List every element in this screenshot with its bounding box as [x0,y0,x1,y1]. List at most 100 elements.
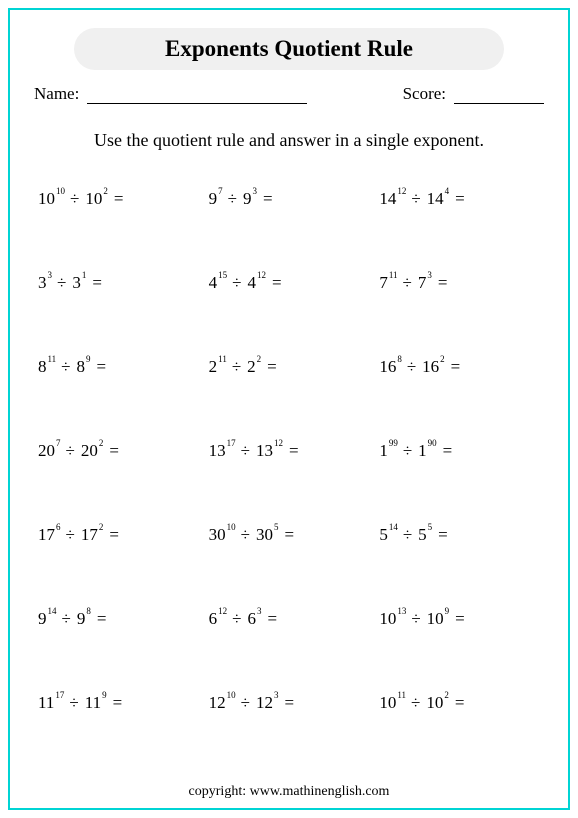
base-1: 6 [209,609,218,628]
equals-symbol: = [443,441,453,461]
base-1: 3 [38,273,47,292]
problems-grid: 1010÷102=97÷93=1412÷144=33÷31=415÷412=71… [34,189,544,713]
term-1: 1412 [379,189,405,209]
term-1: 914 [38,609,56,629]
exponent-2: 9 [86,354,91,364]
base-1: 10 [379,609,396,628]
equals-symbol: = [109,525,119,545]
base-2: 11 [85,693,101,712]
equals-symbol: = [267,357,277,377]
equals-symbol: = [109,441,119,461]
divide-symbol: ÷ [66,441,75,461]
base-2: 7 [418,273,427,292]
equals-symbol: = [285,693,295,713]
equals-symbol: = [97,357,107,377]
exponent-2: 12 [257,270,266,280]
equals-symbol: = [97,609,107,629]
problem: 514÷55= [379,525,540,545]
copyright-text: copyright: www.mathinenglish.com [10,784,568,800]
exponent-1: 13 [397,606,406,616]
exponent-1: 7 [56,438,61,448]
base-2: 10 [85,189,102,208]
exponent-2: 2 [257,354,262,364]
term-2: 89 [77,357,90,377]
exponent-1: 10 [56,186,65,196]
base-1: 5 [379,525,388,544]
exponent-2: 3 [253,186,258,196]
problem: 176÷172= [38,525,199,545]
exponent-2: 2 [99,438,104,448]
problem: 211÷22= [209,357,370,377]
term-1: 176 [38,525,60,545]
term-2: 31 [72,273,85,293]
term-1: 1210 [209,693,235,713]
equals-symbol: = [455,189,465,209]
exponent-2: 2 [103,186,108,196]
divide-symbol: ÷ [62,609,71,629]
exponent-2: 5 [274,522,279,532]
term-2: 190 [418,441,436,461]
divide-symbol: ÷ [403,441,412,461]
base-2: 6 [248,609,257,628]
problem: 97÷93= [209,189,370,209]
base-2: 17 [81,525,98,544]
exponent-2: 9 [445,606,450,616]
problem: 207 ÷ 20 2 = [38,441,199,461]
term-2: 172 [81,525,103,545]
score-label: Score: [403,84,446,104]
exponent-2: 8 [86,606,91,616]
exponent-1: 7 [218,186,223,196]
exponent-2: 3 [257,606,262,616]
base-1: 2 [209,357,218,376]
base-2: 13 [256,441,273,460]
term-1: 1010 [38,189,64,209]
problem: 1210 ÷ 123 = [209,693,370,713]
term-2: 98 [77,609,90,629]
equals-symbol: = [438,525,448,545]
exponent-2: 2 [440,354,445,364]
exponent-1: 8 [397,354,402,364]
term-2: 102 [426,693,448,713]
problem: 1117÷119= [38,693,199,713]
exponent-2: 12 [274,438,283,448]
base-1: 16 [379,357,396,376]
problem: 1412 ÷ 144 = [379,189,540,209]
problem: 811÷89= [38,357,199,377]
base-2: 30 [256,525,273,544]
score-blank[interactable] [454,88,544,104]
term-1: 207 [38,441,60,461]
divide-symbol: ÷ [241,693,250,713]
base-2: 14 [427,189,444,208]
exponent-2: 1 [82,270,87,280]
term-2: 22 [247,357,260,377]
problem: 33÷31= [38,273,199,293]
term-2: 93 [243,189,256,209]
base-1: 11 [38,693,54,712]
base-1: 8 [38,357,47,376]
divide-symbol: ÷ [232,357,241,377]
name-blank[interactable] [87,88,307,104]
divide-symbol: ÷ [69,693,78,713]
divide-symbol: ÷ [232,609,241,629]
base-1: 9 [38,609,47,628]
base-1: 4 [209,273,218,292]
term-2: 119 [85,693,106,713]
base-1: 20 [38,441,55,460]
equals-symbol: = [438,273,448,293]
equals-symbol: = [272,273,282,293]
term-2: 123 [256,693,278,713]
base-1: 30 [209,525,226,544]
instruction-text: Use the quotient rule and answer in a si… [34,130,544,151]
exponent-1: 17 [55,690,64,700]
base-2: 12 [256,693,273,712]
divide-symbol: ÷ [241,525,250,545]
term-2: 1312 [256,441,282,461]
divide-symbol: ÷ [411,189,420,209]
equals-symbol: = [455,693,465,713]
term-1: 97 [209,189,222,209]
base-2: 10 [426,693,443,712]
divide-symbol: ÷ [411,693,420,713]
term-2: 144 [427,189,449,209]
name-score-row: Name: Score: [34,84,544,104]
problem: 1010÷102= [38,189,199,209]
